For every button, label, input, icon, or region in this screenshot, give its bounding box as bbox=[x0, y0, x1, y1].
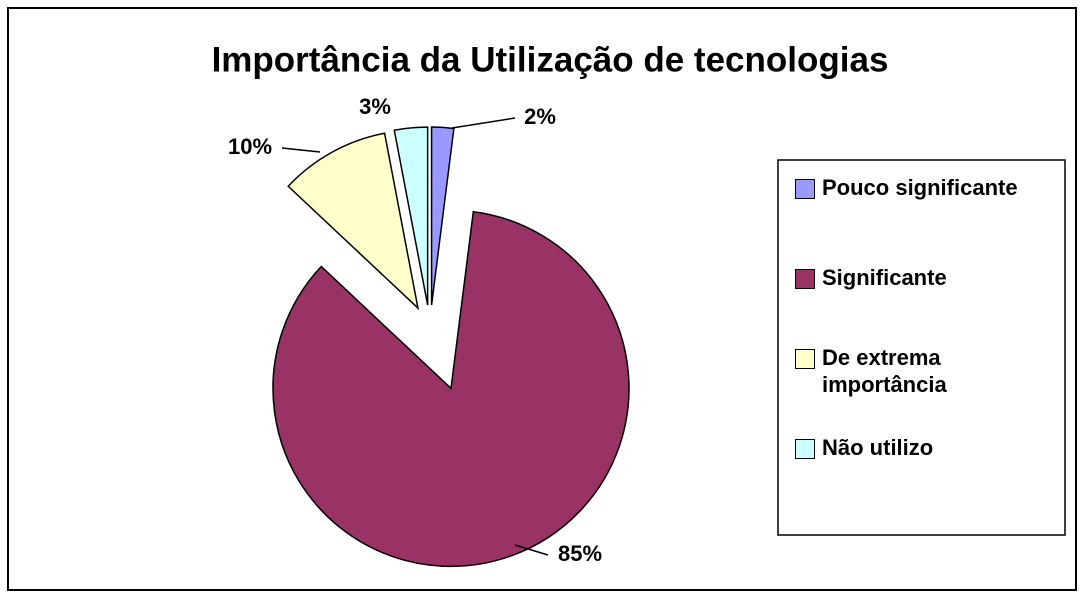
pie-slice bbox=[287, 132, 420, 311]
legend-label: Não utilizo bbox=[822, 435, 934, 460]
legend-label: De extrema importância bbox=[822, 345, 947, 397]
chart-title: Importância da Utilização de tecnologias bbox=[212, 40, 889, 79]
data-label: 85% bbox=[558, 541, 602, 566]
data-label: 3% bbox=[359, 94, 391, 119]
legend-swatch bbox=[795, 349, 815, 369]
data-label: 10% bbox=[228, 134, 272, 159]
legend-label: Significante bbox=[822, 265, 947, 290]
pie-slice bbox=[272, 210, 630, 568]
legend-swatch bbox=[795, 439, 815, 459]
leader-line bbox=[451, 117, 516, 129]
legend-label: Pouco significante bbox=[822, 175, 1018, 200]
leader-line bbox=[514, 544, 549, 556]
legend-box bbox=[777, 159, 1066, 536]
pie-slice bbox=[393, 126, 429, 306]
data-label: 2% bbox=[524, 104, 556, 129]
leader-line bbox=[281, 147, 321, 153]
legend-swatch bbox=[795, 179, 815, 199]
legend-swatch bbox=[795, 269, 815, 289]
